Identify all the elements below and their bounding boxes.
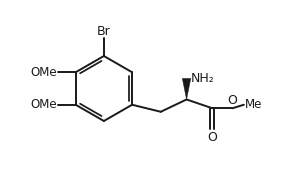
Text: O: O: [207, 131, 217, 144]
Text: OMe: OMe: [31, 66, 57, 79]
Text: Br: Br: [97, 25, 111, 38]
Polygon shape: [182, 78, 191, 99]
Text: O: O: [228, 94, 237, 107]
Text: Me: Me: [245, 98, 263, 111]
Text: NH₂: NH₂: [191, 72, 215, 85]
Text: OMe: OMe: [31, 98, 57, 111]
